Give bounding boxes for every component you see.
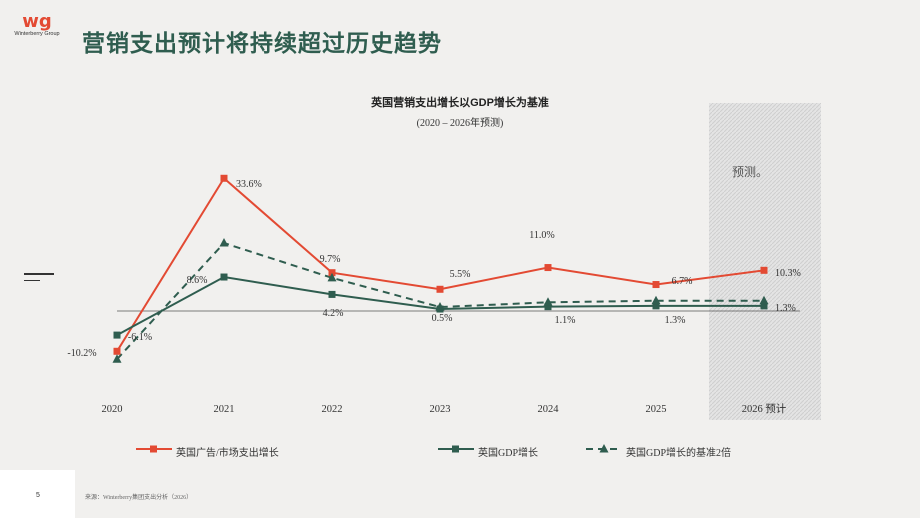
point-gdp-2x-6 bbox=[759, 295, 769, 305]
point-gdp-2x-2 bbox=[327, 272, 337, 282]
chart-subtitle: (2020 – 2026年预测) bbox=[416, 118, 504, 129]
point-gdp-5 bbox=[652, 302, 660, 310]
legend-marker-ad-spend bbox=[150, 445, 157, 453]
point-ad-spend-4 bbox=[544, 264, 552, 272]
point-gdp-2x-0 bbox=[112, 354, 122, 363]
x-tick-label-4: 2024 bbox=[538, 404, 560, 415]
point-gdp-2x-5 bbox=[651, 295, 661, 305]
page-title: 营销支出预计将持续超过历史趋势 bbox=[82, 30, 442, 56]
legend-marker-gdp-2x bbox=[599, 444, 609, 453]
forecast-label: 预测。 bbox=[732, 165, 768, 179]
x-tick-label-6: 2026 预计 bbox=[742, 402, 787, 415]
point-ad-spend-1 bbox=[220, 174, 228, 182]
point-gdp-2x-4 bbox=[543, 297, 553, 306]
series-line-gdp-2x bbox=[116, 241, 764, 360]
chart-title: 英国营销支出增长以GDP增长为基准 bbox=[371, 97, 549, 109]
x-tick-label-0: 2020 bbox=[102, 404, 123, 415]
legend-label-gdp: 英国GDP增长 bbox=[478, 448, 539, 459]
point-gdp-2x-3 bbox=[435, 302, 445, 311]
x-tick-label-3: 2023 bbox=[430, 404, 451, 415]
data-label-ad-spend-0: -10.2% bbox=[67, 348, 96, 359]
legend-label-ad-spend: 英国广告/市场支出增长 bbox=[176, 448, 279, 459]
data-label-gdp-5: 1.3% bbox=[665, 315, 686, 326]
x-tick-label-5: 2025 bbox=[646, 404, 667, 415]
page-number: 5 bbox=[36, 492, 40, 499]
data-label-gdp-0: -6.1% bbox=[128, 332, 152, 343]
point-gdp-1 bbox=[220, 273, 228, 281]
data-label-ad-spend-4: 11.0% bbox=[529, 230, 554, 241]
data-label-ad-spend-5: 6.7% bbox=[672, 276, 693, 287]
data-label-gdp-4: 1.1% bbox=[555, 315, 576, 326]
legend-marker-gdp bbox=[452, 445, 459, 453]
point-ad-spend-6 bbox=[760, 266, 768, 274]
decorative-lines bbox=[24, 273, 54, 283]
point-ad-spend-5 bbox=[652, 281, 660, 289]
data-label-gdp-1: 8.6% bbox=[187, 275, 208, 286]
page-number-box bbox=[0, 470, 75, 518]
point-gdp-4 bbox=[544, 303, 552, 311]
point-gdp-2x-1 bbox=[219, 238, 229, 247]
point-ad-spend-3 bbox=[436, 285, 444, 293]
point-gdp-0 bbox=[113, 331, 121, 339]
logo-brand: Winterberry Group bbox=[14, 31, 60, 37]
source-note: 来源：Winterberry集团支出分析（2026） bbox=[85, 495, 193, 501]
forecast-region bbox=[709, 103, 821, 420]
data-label-ad-spend-6: 10.3% bbox=[775, 268, 801, 279]
data-label-ad-spend-2: 9.7% bbox=[320, 254, 341, 265]
data-label-gdp-6: 1.3% bbox=[775, 303, 796, 314]
x-tick-label-1: 2021 bbox=[214, 404, 235, 415]
data-label-ad-spend-1: 33.6% bbox=[236, 179, 262, 190]
x-tick-label-2: 2022 bbox=[322, 404, 343, 415]
point-ad-spend-2 bbox=[328, 269, 336, 277]
data-label-gdp-3: 0.5% bbox=[432, 313, 453, 324]
point-gdp-2 bbox=[328, 290, 336, 298]
point-ad-spend-0 bbox=[113, 347, 121, 355]
point-gdp-6 bbox=[760, 302, 768, 310]
legend-label-gdp-2x: 英国GDP增长的基准2倍 bbox=[626, 448, 732, 459]
logo-mark: wg bbox=[22, 11, 52, 32]
logo: wg Winterberry Group bbox=[14, 11, 60, 38]
data-label-ad-spend-3: 5.5% bbox=[450, 269, 471, 280]
data-label-gdp-2: 4.2% bbox=[323, 308, 344, 319]
